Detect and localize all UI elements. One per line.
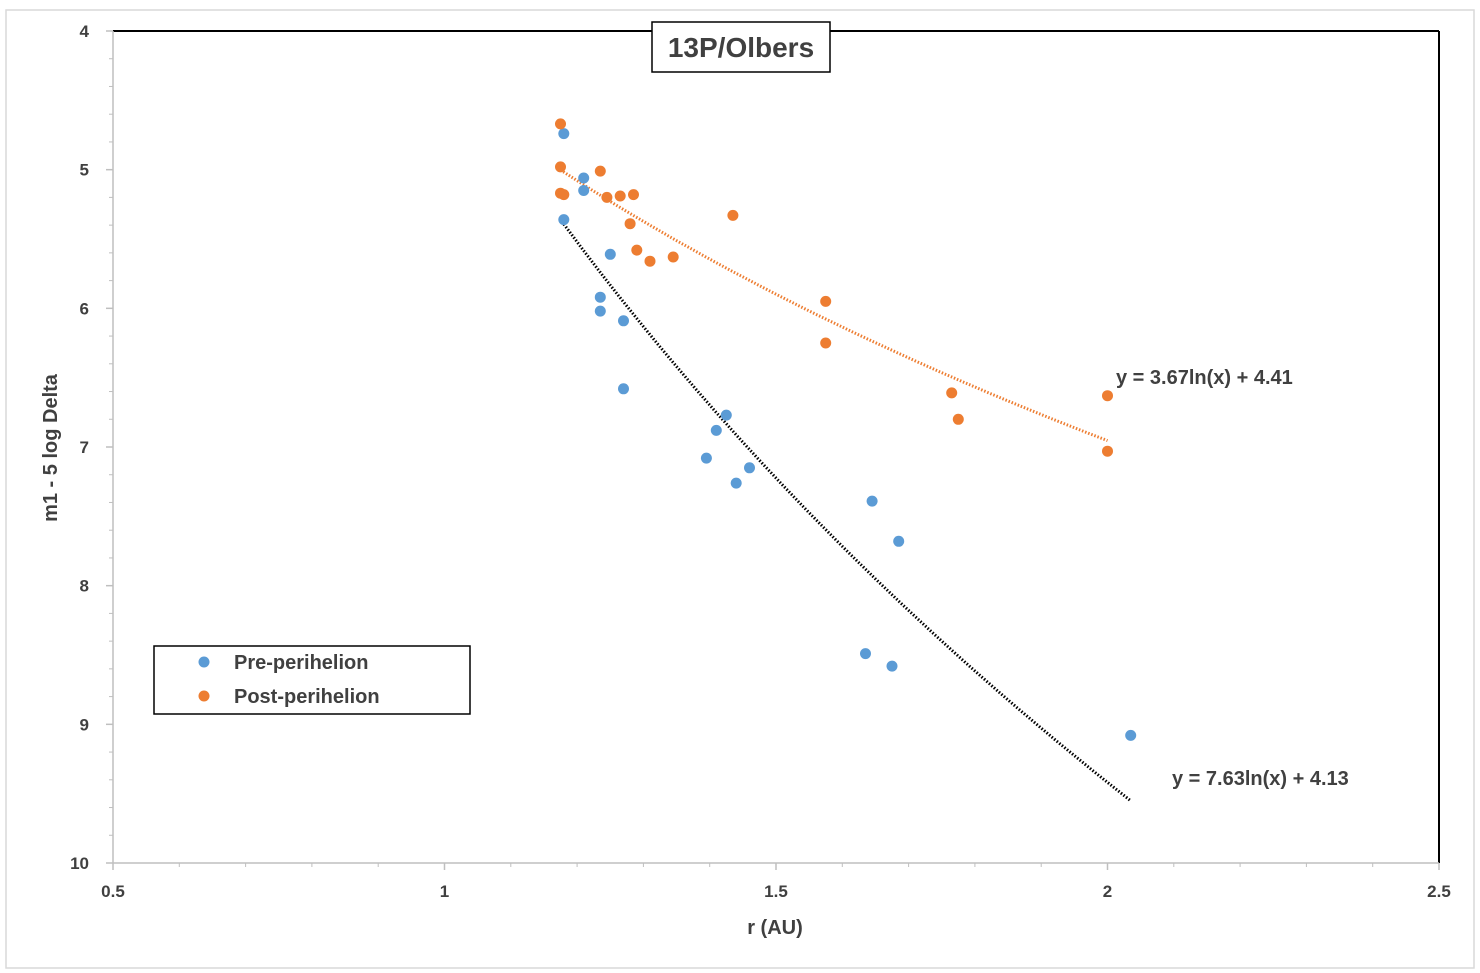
y-tick-label: 4 — [80, 22, 90, 41]
pre-perihelion-point — [578, 172, 590, 184]
y-axis-title: m1 - 5 log Delta — [40, 373, 62, 522]
y-tick-label: 7 — [80, 438, 89, 457]
trendline-equation-pre: y = 7.63ln(x) + 4.13 — [1172, 768, 1349, 790]
x-tick-label: 2.5 — [1427, 882, 1451, 901]
x-tick-label: 2 — [1103, 882, 1112, 901]
post-perihelion-point — [555, 118, 566, 130]
pre-perihelion-point — [710, 424, 722, 436]
post-perihelion-point — [820, 295, 832, 307]
legend-label-post: Post-perihelion — [234, 686, 380, 708]
trendline-equation-post: y = 3.67ln(x) + 4.41 — [1116, 367, 1293, 389]
pre-perihelion-point — [886, 660, 898, 672]
post-perihelion-point — [624, 218, 636, 230]
y-tick-label: 8 — [80, 577, 89, 596]
pre-perihelion-point — [618, 383, 629, 395]
pre-perihelion-point — [700, 452, 712, 464]
pre-perihelion-point — [744, 462, 755, 474]
legend-label-pre: Pre-perihelion — [234, 652, 368, 674]
trendline-pre-perihelion — [562, 223, 1132, 802]
pre-perihelion-point — [860, 648, 871, 660]
post-perihelion-point — [631, 244, 643, 256]
post-perihelion-point — [555, 161, 566, 173]
y-tick-label: 6 — [80, 299, 89, 318]
pre-perihelion-point — [604, 248, 616, 260]
x-tick-label: 1 — [440, 882, 449, 901]
x-tick-label: 1.5 — [764, 882, 788, 901]
x-axis-title: r (AU) — [747, 917, 803, 939]
chart-area-border — [5, 9, 1475, 969]
chart-title-box: 13P/Olbers — [651, 21, 831, 73]
pre-perihelion-point — [730, 477, 742, 489]
pre-perihelion-point — [558, 128, 570, 140]
y-tick-label: 10 — [70, 854, 89, 873]
y-tick-label: 9 — [80, 715, 89, 734]
pre-perihelion-point — [594, 305, 606, 317]
legend-marker-pre — [198, 656, 210, 668]
pre-perihelion-point — [893, 535, 905, 547]
post-perihelion-point — [558, 189, 570, 201]
x-tick-label: 0.5 — [101, 882, 125, 901]
post-perihelion-point — [1102, 445, 1113, 457]
post-perihelion-point — [601, 191, 613, 203]
trendline-post-perihelion — [559, 168, 1109, 443]
post-perihelion-point — [628, 189, 639, 201]
pre-perihelion-point — [578, 185, 590, 196]
post-perihelion-point — [614, 190, 626, 202]
post-perihelion-point — [1102, 390, 1113, 402]
pre-perihelion-point — [618, 315, 629, 327]
post-perihelion-point — [952, 413, 964, 425]
post-perihelion-point — [667, 251, 679, 263]
pre-perihelion-point — [594, 291, 606, 303]
post-perihelion-point — [820, 337, 832, 349]
post-perihelion-point — [727, 209, 739, 221]
legend-marker-post — [198, 690, 210, 702]
pre-perihelion-point — [720, 409, 732, 421]
pre-perihelion-point — [866, 495, 878, 507]
pre-perihelion-point — [1125, 729, 1137, 741]
y-tick-label: 5 — [80, 161, 89, 180]
post-perihelion-point — [946, 387, 958, 399]
post-perihelion-point — [644, 255, 656, 267]
pre-perihelion-point — [558, 214, 570, 226]
legend: Pre-perihelion Post-perihelion — [153, 645, 471, 715]
chart-title: 13P/Olbers — [668, 32, 814, 63]
post-perihelion-point — [594, 165, 606, 177]
